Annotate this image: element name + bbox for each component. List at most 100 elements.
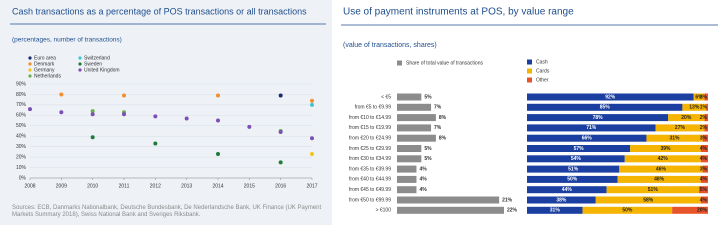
bar bbox=[397, 155, 422, 163]
data-point bbox=[90, 112, 95, 117]
legend-label: Denmark bbox=[34, 61, 55, 67]
bar bbox=[397, 134, 436, 142]
stacked-bar bbox=[682, 103, 707, 111]
value-label: 7% bbox=[434, 125, 442, 131]
data-point bbox=[278, 93, 283, 98]
legend-label: Cards bbox=[536, 68, 550, 74]
charts: Cash transactions as a percentage of POS… bbox=[0, 0, 718, 225]
y-tick-label: 20% bbox=[16, 154, 27, 160]
stacked-bar bbox=[527, 124, 656, 132]
chart-subtitle: (value of transactions, shares) bbox=[343, 42, 437, 49]
x-tick-label: 2015 bbox=[244, 183, 255, 189]
data-point bbox=[310, 98, 314, 103]
y-tick-label: 10% bbox=[16, 165, 27, 171]
value-label: 7% bbox=[434, 105, 442, 111]
value-label: 85% bbox=[600, 105, 611, 111]
value-label: 8% bbox=[439, 136, 447, 142]
x-tick-label: 2017 bbox=[306, 183, 317, 189]
legend-label: Sweden bbox=[84, 61, 102, 67]
value-label: 5% bbox=[700, 187, 708, 193]
stacked-bar bbox=[527, 93, 694, 101]
stacked-bar bbox=[527, 165, 620, 173]
stacked-bar bbox=[595, 196, 701, 204]
value-label: 4% bbox=[419, 166, 427, 172]
stacked-bar bbox=[630, 145, 701, 152]
bar bbox=[397, 165, 417, 173]
y-tick-label: 30% bbox=[16, 144, 27, 150]
stacked-bar bbox=[619, 165, 703, 173]
value-label: 6% bbox=[695, 94, 703, 100]
data-point bbox=[310, 102, 314, 107]
stacked-bar bbox=[527, 175, 618, 183]
stacked-bar bbox=[655, 124, 705, 132]
value-label: 57% bbox=[574, 146, 585, 152]
value-label: 22% bbox=[507, 208, 518, 214]
value-label: 4% bbox=[700, 197, 708, 203]
value-label: 21% bbox=[502, 197, 513, 203]
bar bbox=[397, 114, 436, 122]
stacked-bar bbox=[527, 103, 683, 111]
stacked-bar bbox=[700, 196, 708, 204]
chart-subtitle: (percentages, number of transactions) bbox=[12, 37, 122, 44]
value-label: 4% bbox=[700, 177, 708, 183]
data-point bbox=[184, 116, 189, 121]
x-tick-label: 2011 bbox=[119, 183, 130, 189]
legend-label: Other bbox=[536, 77, 549, 83]
x-tick-label: 2009 bbox=[56, 183, 67, 189]
value-label: 54% bbox=[571, 156, 582, 162]
y-tick-label: 50% bbox=[16, 123, 27, 129]
value-label: 31% bbox=[670, 136, 681, 142]
legend-label: Euro area bbox=[34, 55, 56, 61]
data-point bbox=[247, 124, 252, 129]
value-label: 31% bbox=[550, 208, 561, 214]
stacked-bar bbox=[617, 175, 701, 183]
data-point bbox=[310, 151, 314, 156]
stacked-bar bbox=[668, 114, 705, 122]
data-point bbox=[153, 141, 158, 146]
bar bbox=[397, 175, 417, 183]
stacked-bar bbox=[527, 196, 596, 204]
value-label: 50% bbox=[567, 177, 578, 183]
stacked-bar bbox=[704, 93, 708, 101]
value-label: 92% bbox=[605, 94, 616, 100]
y-tick-label: 40% bbox=[16, 134, 27, 140]
value-label: 20% bbox=[681, 115, 692, 121]
stacked-bar bbox=[624, 155, 701, 163]
y-tick-label: 0% bbox=[19, 175, 27, 181]
legend-label: Cash bbox=[536, 59, 548, 65]
category-label: > €100 bbox=[376, 208, 392, 214]
stacked-bar bbox=[646, 134, 703, 142]
value-label: 4% bbox=[419, 177, 427, 183]
bar bbox=[397, 145, 422, 152]
value-label: 4% bbox=[419, 187, 427, 193]
value-label: 2% bbox=[700, 125, 708, 131]
stacked-bar bbox=[698, 186, 708, 194]
data-point bbox=[216, 151, 220, 156]
bar bbox=[397, 196, 500, 204]
value-label: 3% bbox=[700, 166, 708, 172]
value-label: 58% bbox=[643, 197, 654, 203]
value-label: 27% bbox=[675, 125, 686, 131]
category-label: from €10 to €14.99 bbox=[349, 115, 391, 121]
legend-swatch bbox=[28, 56, 32, 60]
stacked-bar bbox=[702, 165, 708, 173]
legend-swatch bbox=[28, 74, 32, 78]
category-label: < €5 bbox=[381, 94, 391, 100]
data-point bbox=[59, 92, 64, 97]
legend-swatch bbox=[527, 59, 532, 65]
x-tick-label: 2016 bbox=[275, 183, 286, 189]
y-tick-label: 90% bbox=[16, 81, 27, 87]
data-point bbox=[90, 135, 95, 140]
stacked-bar bbox=[527, 145, 631, 152]
legend-swatch bbox=[78, 56, 82, 60]
data-point bbox=[122, 112, 126, 117]
stacked-bar bbox=[582, 206, 673, 214]
value-label: 46% bbox=[656, 166, 667, 172]
stacked-bar bbox=[527, 155, 625, 163]
category-label: from €5 to €9.99 bbox=[355, 105, 392, 111]
legend-swatch bbox=[78, 68, 82, 72]
data-point bbox=[59, 110, 64, 115]
legend-swatch bbox=[28, 68, 32, 72]
category-label: from €30 to €34.99 bbox=[349, 156, 391, 162]
value-label: 2% bbox=[700, 115, 708, 121]
